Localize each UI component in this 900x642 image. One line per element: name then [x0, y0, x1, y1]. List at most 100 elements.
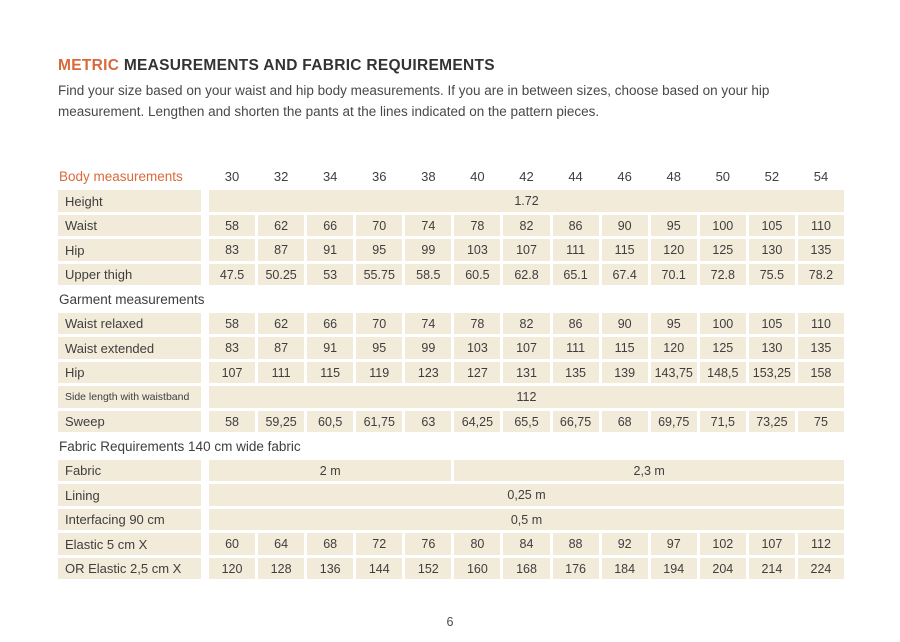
size-header-cell: 36 [372, 169, 387, 185]
value-cell: 60.5 [454, 263, 501, 286]
value-cell: 58 [209, 312, 256, 335]
size-table: Body measurements 30 32 34 36 38 40 42 44 46 48 50 5… [58, 166, 844, 580]
value-cell: 127 [454, 361, 501, 384]
row-label: Waist [58, 214, 201, 237]
value-cell: 84 [503, 533, 550, 555]
value-cell: 95 [650, 312, 697, 335]
value-cell: 91 [307, 337, 354, 359]
row-label: Height [58, 190, 201, 212]
value-cell: 107 [209, 361, 256, 384]
value-cell: 67.4 [601, 263, 648, 286]
value-cell: 71,5 [699, 410, 746, 433]
value-cell: 204 [699, 557, 746, 580]
value-cell: 92 [601, 533, 648, 555]
value-cell: 68 [601, 410, 648, 433]
row-label: Upper thigh [58, 263, 201, 286]
value-cell: 214 [748, 557, 795, 580]
value-cell: 105 [748, 312, 795, 335]
value-cell: 64 [258, 533, 305, 555]
table-row: Elastic 5 cm X 60 64 68 72 76 80 84 88 92 97 102 107… [58, 533, 844, 555]
size-header-cell: 30 [224, 169, 240, 185]
value-cell: 58 [209, 214, 256, 237]
value-cell: 115 [601, 239, 648, 261]
table-row: OR Elastic 2,5 cm X 120 128 136 144 152 160 168… [58, 557, 844, 580]
value-cell: 90 [601, 312, 648, 335]
table-row: Waist extended 83 87 91 95 99 103 107 111 115 120 1… [58, 337, 844, 359]
value-cell: 75 [797, 410, 844, 433]
value-cell: 86 [552, 312, 599, 335]
row-label: Fabric [58, 459, 201, 482]
table-row: Sweep 58 59,25 60,5 61,75 63 64,25 65,5 66,75 68 6… [58, 410, 844, 433]
value-cell: 53 [307, 263, 354, 286]
page-number: 6 [446, 615, 454, 629]
merged-value-cell: 1.72 [209, 190, 844, 212]
value-cell: 78 [454, 214, 501, 237]
size-header-cell: 48 [666, 169, 681, 185]
size-header-cell: 54 [813, 169, 829, 185]
value-cell: 66 [307, 214, 354, 237]
value-cell: 135 [797, 239, 844, 261]
value-cell: 69,75 [650, 410, 697, 433]
table-section-row: Garment measurements [58, 288, 844, 310]
value-cell: 224 [797, 557, 844, 580]
value-cell: 65,5 [503, 410, 550, 433]
value-cell: 70 [356, 312, 403, 335]
value-cell: 62 [258, 214, 305, 237]
row-data-grid: 2 m 2,3 m [209, 459, 844, 482]
row-label: OR Elastic 2,5 cm X [58, 557, 201, 580]
value-cell: 65.1 [552, 263, 599, 286]
value-cell: 95 [356, 337, 403, 359]
row-data-grid: 58 62 66 70 74 78 82 86 90 95 100 105 110 [209, 312, 844, 335]
size-header-cell: 34 [322, 169, 338, 185]
value-cell: 72 [356, 533, 403, 555]
row-data-grid: 83 87 91 95 99 103 107 111 115 120 125 130 135 [209, 337, 844, 359]
value-cell: 144 [356, 557, 403, 580]
value-cell: 111 [258, 361, 305, 384]
value-cell: 60,5 [307, 410, 354, 433]
value-cell: 111 [552, 239, 599, 261]
value-cell: 76 [405, 533, 452, 555]
value-cell: 63 [405, 410, 452, 433]
value-cell: 75.5 [748, 263, 795, 286]
value-cell: 100 [699, 214, 746, 237]
row-data-grid: 0,5 m [209, 508, 844, 531]
size-header-cell: 32 [273, 169, 289, 185]
value-cell: 99 [405, 239, 452, 261]
row-data-grid: 1.72 [209, 190, 844, 212]
value-cell: 194 [650, 557, 697, 580]
value-cell: 107 [748, 533, 795, 555]
value-cell: 136 [307, 557, 354, 580]
row-label: Lining [58, 484, 201, 506]
value-cell: 47.5 [209, 263, 256, 286]
table-row: Fabric 2 m 2,3 m [58, 459, 844, 482]
value-cell: 115 [307, 361, 354, 384]
page-content: METRIC MEASUREMENTS AND FABRIC REQUIREME… [58, 57, 844, 582]
merged-value-cell: 112 [209, 386, 844, 408]
row-data-grid: 120 128 136 144 152 160 168 176 184 194 204 214 224 [209, 557, 844, 580]
table-row: Hip 107 111 115 119 123 127 131 135 139 143,75 148,… [58, 361, 844, 384]
value-cell: 160 [454, 557, 501, 580]
value-cell: 107 [503, 239, 550, 261]
value-cell: 78.2 [797, 263, 844, 286]
value-cell: 103 [454, 337, 501, 359]
size-header-cell: 52 [764, 169, 780, 185]
value-cell: 125 [699, 337, 746, 359]
table-row: Waist 58 62 66 70 74 78 82 86 90 95 100 105 110 [58, 214, 844, 237]
value-cell: 112 [797, 533, 844, 555]
value-cell: 128 [258, 557, 305, 580]
value-cell: 102 [699, 533, 746, 555]
value-cell: 66 [307, 312, 354, 335]
value-cell: 61,75 [356, 410, 403, 433]
row-data-grid: 107 111 115 119 123 127 131 135 139 143,75 148,5 15… [209, 361, 844, 384]
value-cell: 153,25 [748, 361, 795, 384]
merged-value-cell: 0,5 m [209, 508, 844, 531]
intro-paragraph: Find your size based on your waist and h… [58, 83, 770, 119]
value-cell: 168 [503, 557, 550, 580]
table-row: Lining 0,25 m [58, 484, 844, 506]
table-row: Upper thigh 47.5 50.25 53 55.75 58.5 60.5 62.8 6… [58, 263, 844, 286]
row-label: Hip [58, 239, 201, 261]
value-cell: 135 [797, 337, 844, 359]
table-header-label: Body measurements [59, 169, 183, 185]
size-header-cell: 50 [715, 169, 731, 185]
